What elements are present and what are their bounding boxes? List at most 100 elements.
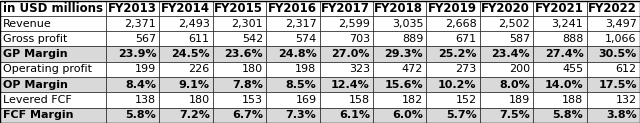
Text: 2,317: 2,317 xyxy=(285,19,316,29)
Bar xyxy=(0,77,106,92)
Bar xyxy=(480,92,533,108)
Text: 2,493: 2,493 xyxy=(178,19,210,29)
Bar xyxy=(319,92,373,108)
Text: FCF Margin: FCF Margin xyxy=(3,110,74,120)
Text: 153: 153 xyxy=(242,95,263,105)
Bar xyxy=(533,108,587,123)
Text: 587: 587 xyxy=(509,34,530,44)
Bar xyxy=(266,46,319,62)
Text: 200: 200 xyxy=(509,64,530,74)
Text: 169: 169 xyxy=(295,95,316,105)
Text: 455: 455 xyxy=(563,64,584,74)
Bar xyxy=(106,46,159,62)
Text: 703: 703 xyxy=(349,34,370,44)
Text: Gross profit: Gross profit xyxy=(3,34,68,44)
Bar xyxy=(266,1,319,16)
Text: 2,371: 2,371 xyxy=(125,19,156,29)
Text: 472: 472 xyxy=(402,64,423,74)
Text: 612: 612 xyxy=(616,64,637,74)
Bar xyxy=(0,108,106,123)
Bar xyxy=(480,77,533,92)
Text: 7.5%: 7.5% xyxy=(499,110,530,120)
Bar xyxy=(266,31,319,46)
Text: FY2020: FY2020 xyxy=(481,2,530,15)
Bar xyxy=(587,77,640,92)
Bar xyxy=(426,62,480,77)
Text: 198: 198 xyxy=(295,64,316,74)
Text: FY2016: FY2016 xyxy=(268,2,316,15)
Bar xyxy=(319,16,373,31)
Text: 3,035: 3,035 xyxy=(392,19,423,29)
Bar xyxy=(373,92,426,108)
Bar xyxy=(106,31,159,46)
Text: FY2014: FY2014 xyxy=(161,2,210,15)
Text: FY2015: FY2015 xyxy=(214,2,263,15)
Bar xyxy=(587,92,640,108)
Text: 5.8%: 5.8% xyxy=(553,110,584,120)
Bar xyxy=(159,1,213,16)
Text: 2,301: 2,301 xyxy=(232,19,263,29)
Bar xyxy=(213,31,266,46)
Bar xyxy=(0,92,106,108)
Bar xyxy=(587,1,640,16)
Text: 3.8%: 3.8% xyxy=(606,110,637,120)
Text: 27.0%: 27.0% xyxy=(332,49,370,59)
Text: 3,497: 3,497 xyxy=(605,19,637,29)
Bar xyxy=(159,31,213,46)
Text: FY2022: FY2022 xyxy=(588,2,637,15)
Text: 138: 138 xyxy=(135,95,156,105)
Bar xyxy=(106,92,159,108)
Bar xyxy=(159,92,213,108)
Text: in USD millions: in USD millions xyxy=(3,2,103,15)
Bar xyxy=(213,62,266,77)
Bar xyxy=(213,92,266,108)
Bar xyxy=(159,46,213,62)
Bar xyxy=(533,1,587,16)
Bar xyxy=(480,31,533,46)
Text: 6.7%: 6.7% xyxy=(232,110,263,120)
Bar xyxy=(480,16,533,31)
Bar xyxy=(426,77,480,92)
Text: 7.3%: 7.3% xyxy=(285,110,316,120)
Text: 158: 158 xyxy=(349,95,370,105)
Bar xyxy=(106,108,159,123)
Bar xyxy=(213,108,266,123)
Bar xyxy=(426,1,480,16)
Bar xyxy=(0,62,106,77)
Bar xyxy=(319,62,373,77)
Bar xyxy=(373,77,426,92)
Bar xyxy=(480,108,533,123)
Text: 567: 567 xyxy=(135,34,156,44)
Text: Levered FCF: Levered FCF xyxy=(3,95,72,105)
Text: 888: 888 xyxy=(562,34,584,44)
Text: Revenue: Revenue xyxy=(3,19,52,29)
Text: 23.9%: 23.9% xyxy=(118,49,156,59)
Text: 2,599: 2,599 xyxy=(338,19,370,29)
Text: 7.2%: 7.2% xyxy=(179,110,210,120)
Bar xyxy=(266,108,319,123)
Text: 889: 889 xyxy=(402,34,423,44)
Text: OP Margin: OP Margin xyxy=(3,80,68,90)
Text: 27.4%: 27.4% xyxy=(545,49,584,59)
Text: 6.0%: 6.0% xyxy=(392,110,423,120)
Text: 574: 574 xyxy=(295,34,316,44)
Text: 189: 189 xyxy=(509,95,530,105)
Bar xyxy=(373,16,426,31)
Text: 132: 132 xyxy=(616,95,637,105)
Bar xyxy=(213,16,266,31)
Text: 188: 188 xyxy=(562,95,584,105)
Text: 24.5%: 24.5% xyxy=(171,49,210,59)
Text: 10.2%: 10.2% xyxy=(438,80,477,90)
Bar xyxy=(373,108,426,123)
Text: 25.2%: 25.2% xyxy=(438,49,477,59)
Bar xyxy=(266,62,319,77)
Text: 30.5%: 30.5% xyxy=(598,49,637,59)
Bar xyxy=(319,77,373,92)
Bar xyxy=(319,108,373,123)
Bar xyxy=(0,16,106,31)
Bar xyxy=(106,77,159,92)
Bar xyxy=(106,16,159,31)
Bar xyxy=(426,92,480,108)
Text: 2,668: 2,668 xyxy=(445,19,477,29)
Text: 542: 542 xyxy=(242,34,263,44)
